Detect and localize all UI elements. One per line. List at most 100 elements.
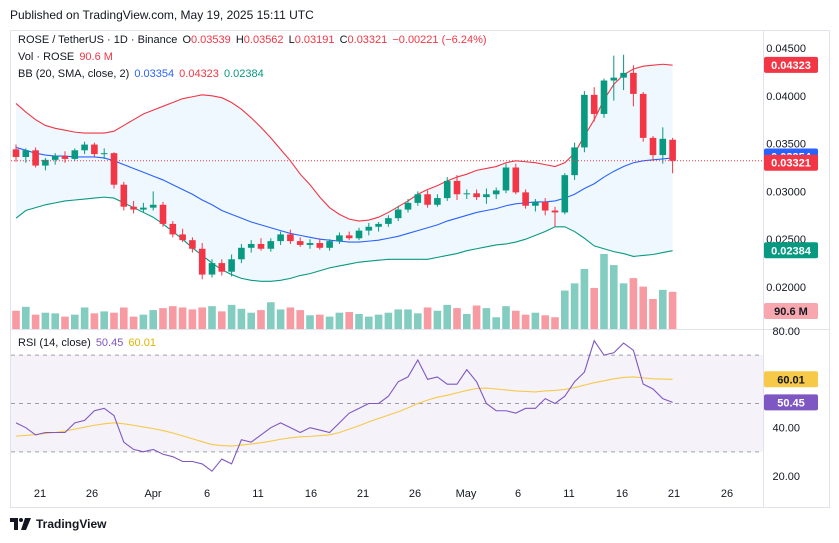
volume-bar (169, 306, 177, 329)
candle-body (453, 180, 461, 195)
volume-bar (247, 312, 255, 329)
legend-rsi-label[interactable]: RSI (14, close) (18, 337, 91, 349)
volume-bar (433, 310, 442, 329)
volume-bar (453, 308, 461, 329)
volume-bar (345, 312, 353, 329)
candle-body (61, 156, 69, 159)
price-tick-label: 0.03500 (766, 139, 806, 151)
volume-bar (80, 307, 89, 329)
legend-rsi-value: 50.45 (95, 337, 124, 349)
rsi-tick-label: 80.00 (772, 326, 800, 338)
legend-h-label: H (235, 34, 244, 46)
candle-body (649, 137, 657, 156)
candle-body (218, 263, 226, 272)
candle-body (91, 144, 98, 155)
candle-body (32, 150, 39, 166)
legend-symbol[interactable]: ROSE / TetherUS · 1D · Binance (18, 34, 178, 46)
legend-close: 0.03321 (347, 34, 388, 46)
published-caption: Published on TradingView.com, May 19, 20… (10, 8, 314, 22)
candle-body (316, 243, 324, 248)
volume-bar (561, 290, 569, 329)
candle-body (169, 223, 177, 235)
legend-open: 0.03539 (191, 34, 231, 46)
candle-body (600, 80, 608, 114)
candle-body (238, 247, 245, 260)
x-tick-label: 6 (515, 488, 521, 500)
volume-bar (668, 291, 677, 329)
rsi-tick-label: 40.00 (772, 423, 800, 435)
volume-bar (659, 289, 667, 329)
rsi-badge-value-text: 50.45 (777, 397, 805, 409)
volume-bar (404, 309, 412, 329)
volume-bar (276, 309, 285, 329)
candle-body (581, 94, 588, 148)
volume-bar (580, 269, 589, 329)
volume-bar (208, 306, 216, 329)
candle-body (336, 235, 343, 242)
volume-bar (482, 308, 491, 329)
volume-bar (267, 302, 275, 329)
chart-frame (10, 30, 830, 508)
volume-bar (394, 309, 402, 329)
legend-vol-value: 90.6 M (79, 51, 113, 63)
candle-body (81, 144, 88, 151)
volume-bar (129, 316, 138, 329)
legend-l-label: L (288, 34, 295, 46)
legend-rsi-row: RSI (14, close) 50.45 60.01 (18, 337, 158, 349)
candle-body (561, 175, 569, 213)
volume-bar (286, 307, 295, 329)
price-badge-volume-bg (764, 303, 818, 319)
candle-body (110, 153, 118, 185)
volume-bar (71, 314, 79, 329)
candle-body (355, 230, 363, 239)
legend-bb-lower: 0.02384 (223, 68, 264, 80)
candle-body (532, 201, 539, 206)
candle-body (140, 207, 147, 210)
volume-bar (90, 313, 99, 329)
candle-body (228, 259, 235, 272)
candle-body (424, 194, 431, 205)
x-tick-label: 6 (204, 488, 210, 500)
x-tick-label: Apr (144, 488, 161, 500)
candle-body (443, 180, 451, 199)
volume-bar (316, 314, 324, 329)
legend-low: 0.03191 (294, 34, 335, 46)
candle-body (277, 234, 284, 242)
candle-body (502, 167, 510, 191)
candle-body (394, 209, 402, 219)
price-badge-close-text: 0.03321 (771, 158, 811, 170)
volume-bar (306, 315, 314, 329)
price-badge-close-bg (764, 154, 818, 171)
price-tick-label: 0.04000 (766, 91, 806, 103)
tradingview-logo[interactable]: TradingView (10, 517, 106, 531)
volume-bar (374, 314, 383, 329)
volume-bar (257, 310, 265, 329)
candle-body (345, 235, 353, 239)
candle-body (659, 138, 667, 156)
price-badge-close: 0.03321 (764, 154, 818, 171)
x-tick-label: 26 (86, 488, 98, 500)
candle-body (208, 263, 216, 275)
volume-bar (384, 312, 393, 329)
volume-bar (521, 314, 530, 329)
volume-bar (619, 283, 628, 329)
candle-body (12, 149, 20, 157)
volume-bar (551, 317, 559, 329)
candle-body (483, 194, 490, 198)
legend-bb-upper: 0.04323 (179, 68, 219, 80)
volume-bar (610, 265, 618, 329)
candle-body (71, 150, 79, 159)
legend-vol-label[interactable]: Vol · ROSE (18, 51, 75, 63)
rsi-line (15, 339, 673, 472)
price-badge-upper-text: 0.04323 (771, 60, 811, 72)
legend-bb-label[interactable]: BB (20, SMA, close, 2) (18, 68, 130, 80)
candle-body (296, 241, 304, 245)
volume-bar (414, 313, 422, 329)
x-tick-label: 16 (616, 488, 628, 500)
candle-body (130, 206, 137, 210)
volume-bar (531, 312, 540, 329)
tradingview-logo-icon (10, 518, 31, 530)
volume-bar (22, 306, 30, 329)
rsi-badge-ma-text: 60.01 (777, 374, 805, 386)
